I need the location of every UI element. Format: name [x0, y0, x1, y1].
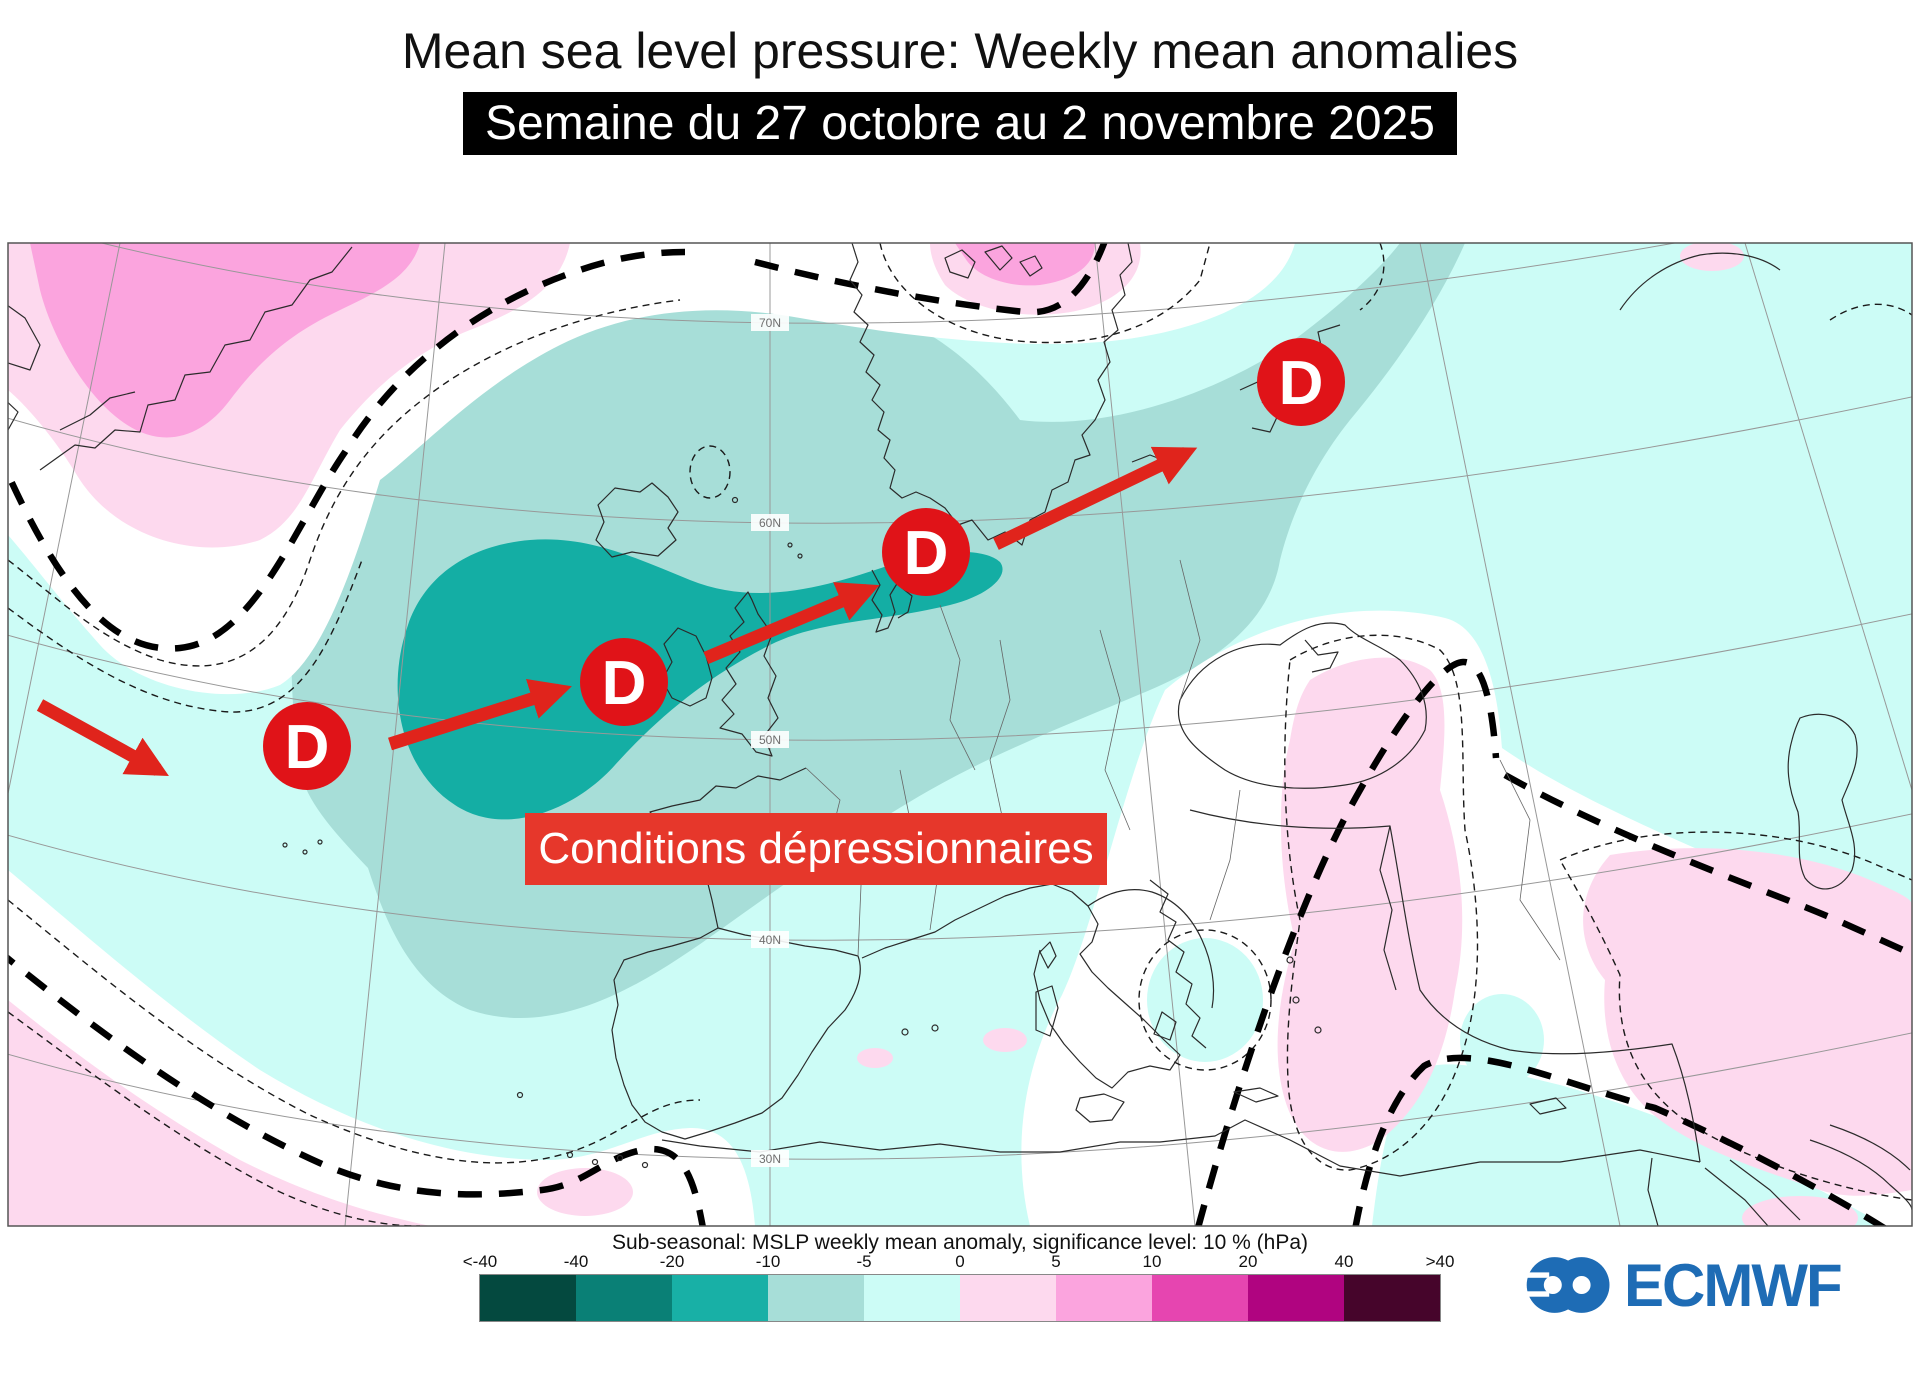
ecmwf-logo-icon: [1524, 1248, 1610, 1322]
movement-arrow: [703, 582, 880, 664]
colorbar-segment: [864, 1275, 960, 1321]
anomaly-pink-core-northwest: [30, 243, 420, 438]
latitude-label-chip: [751, 514, 789, 531]
cyan-patch: [1147, 938, 1263, 1062]
movement-arrow: [36, 699, 169, 777]
low-pressure-letter: D: [1279, 349, 1324, 418]
cyan-patch: [1460, 994, 1544, 1086]
latitude-label-chip: [751, 931, 789, 948]
colorbar-tick-label: 40: [1334, 1252, 1354, 1271]
low-pressure-letter: D: [904, 519, 949, 588]
colorbar-segment: [1344, 1275, 1440, 1321]
low-pressure-marker: D: [580, 638, 668, 726]
map-graphics: [8, 243, 1912, 1226]
colorbar-tick-label: 20: [1238, 1252, 1258, 1271]
colorbar-tick-label: >40: [1425, 1252, 1455, 1271]
colorbar-tick-label: 0: [955, 1252, 965, 1271]
latitude-label: 50N: [759, 733, 781, 747]
latitude-label-chip: [751, 1150, 789, 1167]
colorbar-tick-label: <-40: [462, 1252, 498, 1271]
map-border: [7, 242, 1913, 1227]
legend-tick-labels: <-40 -40 -20 -10 -5 0 5 10 20 40 >40: [463, 1252, 1455, 1271]
movement-arrow: [993, 446, 1198, 550]
colorbar-tick-label: -10: [755, 1252, 781, 1271]
latitude-label: 30N: [759, 1152, 781, 1166]
week-subtitle: Semaine du 27 octobre au 2 novembre 2025: [463, 92, 1457, 156]
colorbar-tick-label: -5: [856, 1252, 872, 1271]
colorbar-segment: [480, 1275, 576, 1321]
ecmwf-logo: ECMWF: [1524, 1248, 1843, 1322]
page-title: Mean sea level pressure: Weekly mean ano…: [401, 23, 1519, 79]
anomaly-pink-spot: [1680, 243, 1744, 271]
subtitle-wrap: Semaine du 27 octobre au 2 novembre 2025: [0, 92, 1920, 156]
colorbar-segment: [1248, 1275, 1344, 1321]
latitude-label-chip: [751, 314, 789, 331]
colorbar-segment: [960, 1275, 1056, 1321]
anomaly-pink-spot: [857, 1048, 893, 1068]
colorbar-segment: [1152, 1275, 1248, 1321]
anomaly-colorbar: [479, 1274, 1441, 1322]
anomaly-pink-core-svalbard: [955, 243, 1095, 286]
low-pressure-letter: D: [602, 649, 647, 718]
colorbar-tick-label: 10: [1142, 1252, 1162, 1271]
thin-dashed-contours: [8, 243, 1912, 1226]
colorbar-segment: [768, 1275, 864, 1321]
cyan-patch: [1420, 1120, 1760, 1226]
colorbar-tick-label: -20: [659, 1252, 685, 1271]
low-pressure-marker: D: [263, 702, 351, 790]
legend-caption: Sub-seasonal: MSLP weekly mean anomaly, …: [611, 1231, 1309, 1254]
anomaly-pink-spot: [983, 1028, 1027, 1052]
latitude-label: 40N: [759, 933, 781, 947]
low-pressure-marker: D: [882, 508, 970, 596]
low-pressure-letter: D: [285, 713, 330, 782]
anomaly-pink-spot: [1742, 1196, 1858, 1226]
graticule: [8, 243, 1912, 1226]
anomaly-pink-spot: [537, 1168, 633, 1216]
movement-arrow: [388, 678, 572, 751]
latitude-label: 70N: [759, 316, 781, 330]
low-pressure-marker: D: [1257, 338, 1345, 426]
anomaly-pink-southwest: [8, 1000, 430, 1226]
colorbar-segment: [576, 1275, 672, 1321]
latitude-label-chip: [751, 731, 789, 748]
anomaly-pink-balkans: [1277, 657, 1463, 1152]
colorbar-tick-label: -40: [563, 1252, 589, 1271]
colorbar-segment: [672, 1275, 768, 1321]
colorbar-segment: [1056, 1275, 1152, 1321]
colorbar-tick-label: 5: [1051, 1252, 1061, 1271]
latitude-label: 60N: [759, 516, 781, 530]
depression-conditions-banner: Conditions dépressionnaires: [525, 813, 1107, 885]
anomaly-pink-caspian: [1583, 848, 1912, 1196]
ecmwf-logo-text: ECMWF: [1624, 1251, 1843, 1319]
thick-dashed-contours: [8, 243, 1912, 1226]
